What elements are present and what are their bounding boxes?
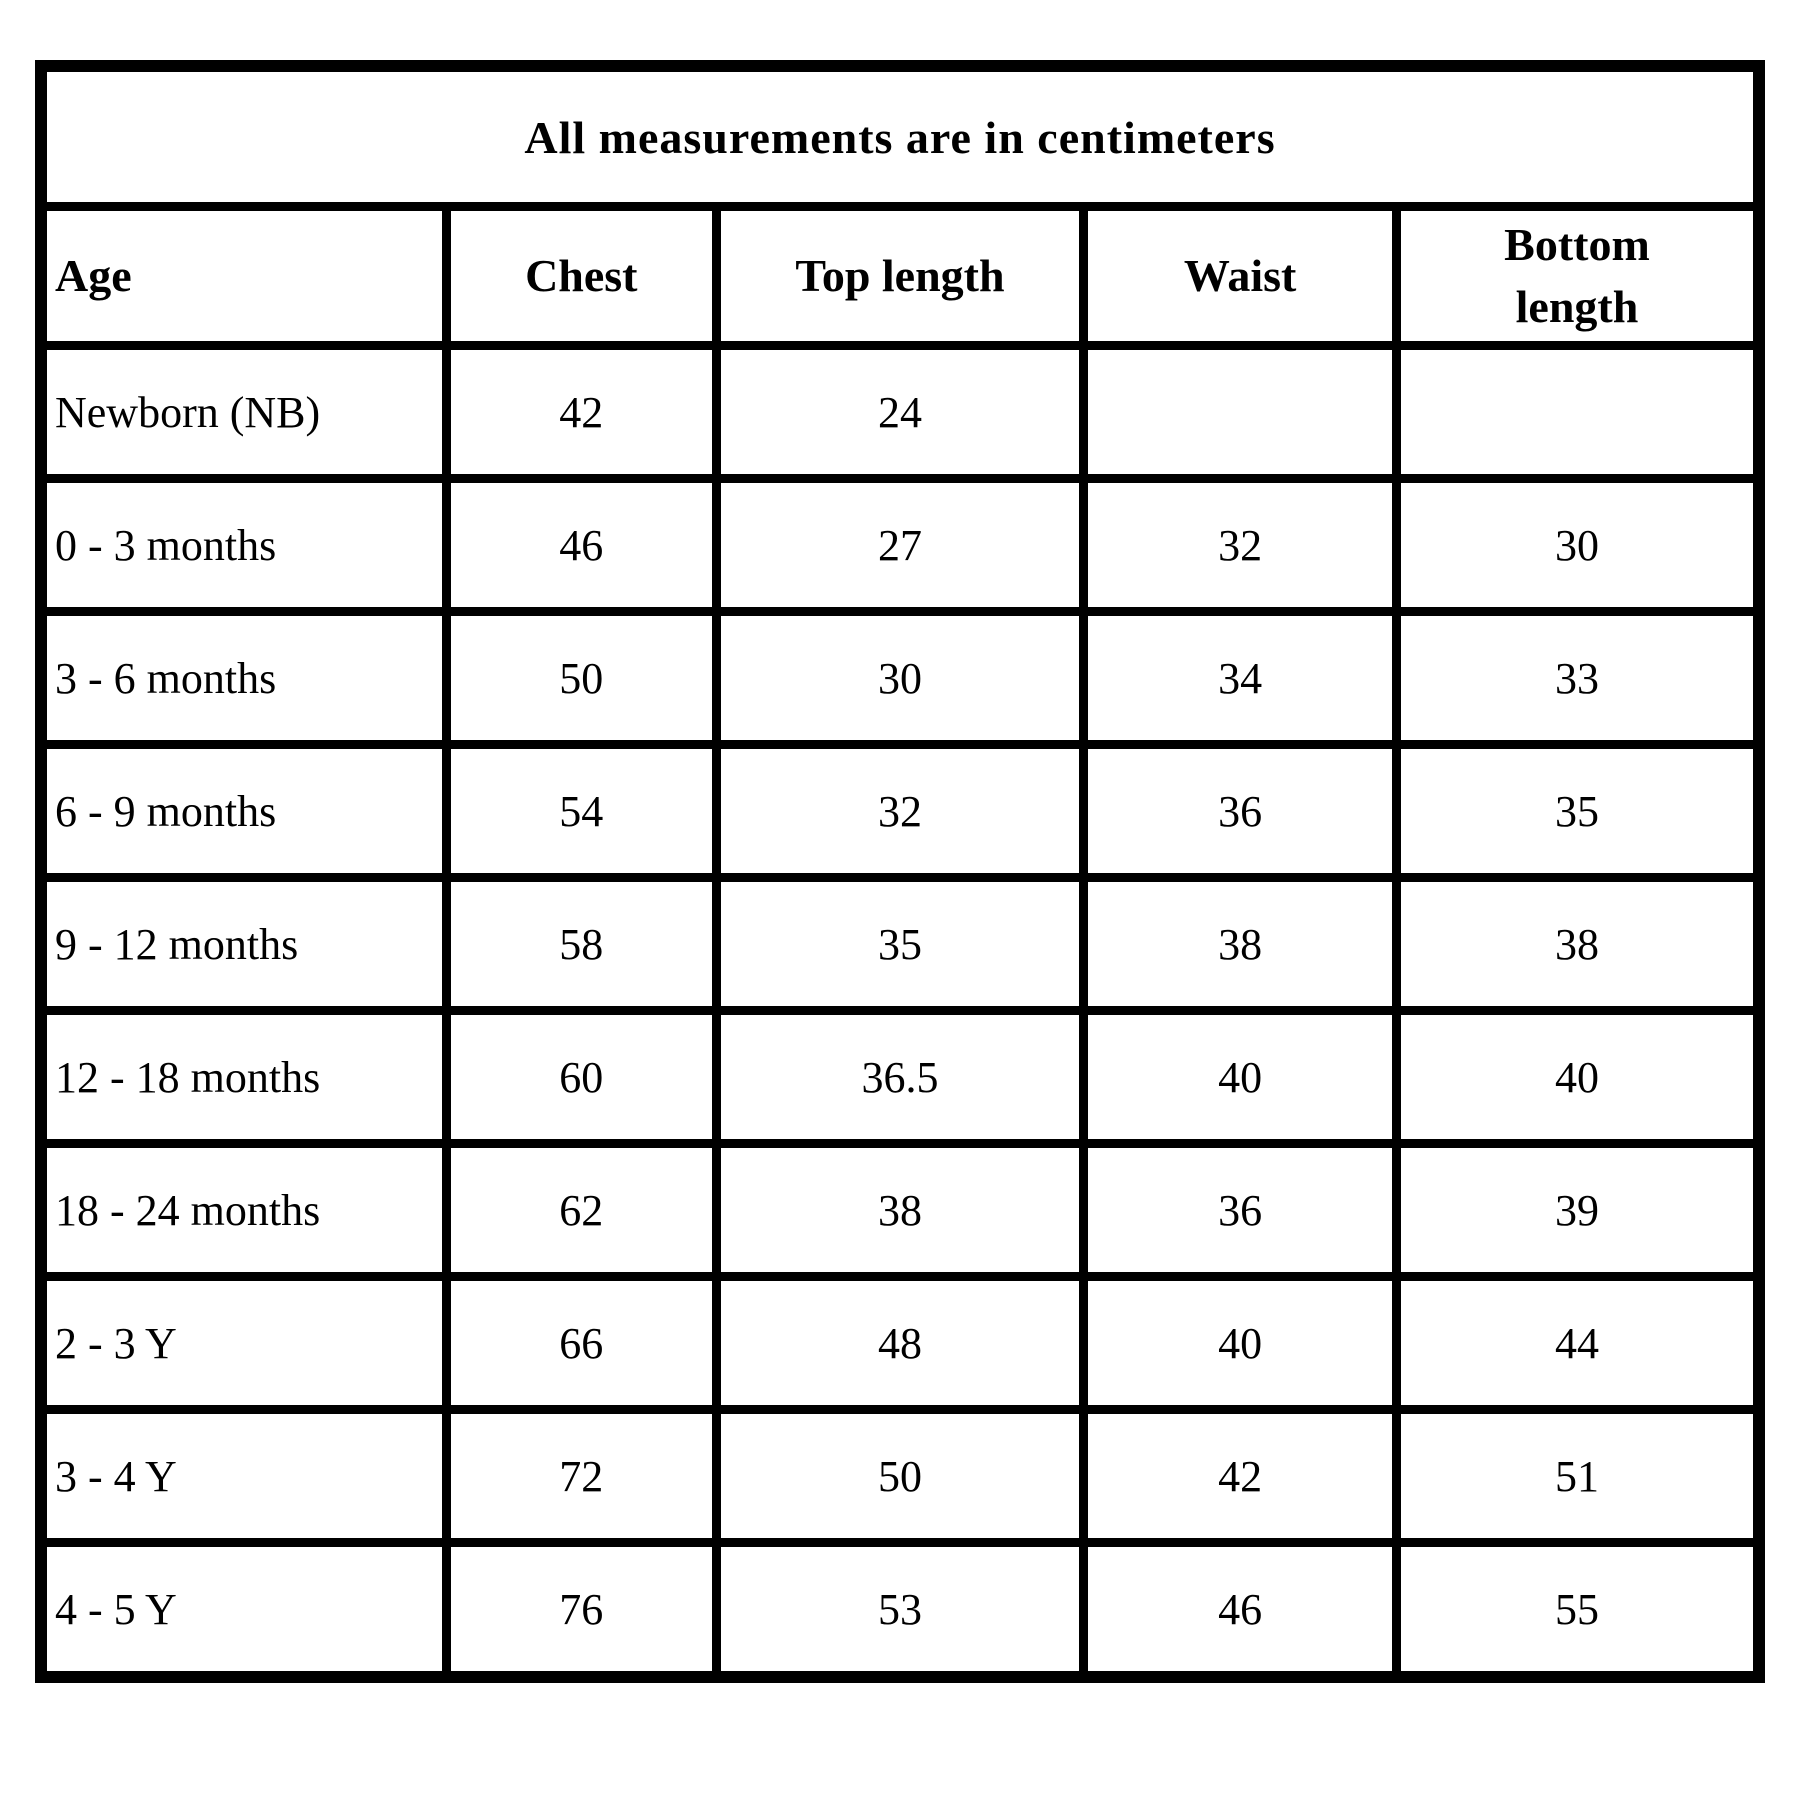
cell-age: 18 - 24 months bbox=[36, 1139, 451, 1281]
cell-top-length: 36.5 bbox=[711, 1006, 1089, 1148]
cell-waist: 32 bbox=[1079, 474, 1401, 616]
size-chart-table: All measurements are in centimeters Age C… bbox=[35, 60, 1765, 1683]
cell-age: 9 - 12 months bbox=[36, 873, 451, 1015]
table-row: 3 - 4 Y 72 50 42 51 bbox=[36, 1405, 1764, 1547]
cell-bottom-length: 51 bbox=[1391, 1405, 1764, 1547]
cell-top-length: 48 bbox=[711, 1272, 1089, 1414]
cell-chest: 72 bbox=[441, 1405, 721, 1547]
cell-chest: 60 bbox=[441, 1006, 721, 1148]
cell-top-length: 30 bbox=[711, 607, 1089, 749]
cell-waist: 36 bbox=[1079, 740, 1401, 882]
table-row: 12 - 18 months 60 36.5 40 40 bbox=[36, 1006, 1764, 1148]
cell-age: 6 - 9 months bbox=[36, 740, 451, 882]
cell-waist: 36 bbox=[1079, 1139, 1401, 1281]
cell-top-length: 35 bbox=[711, 873, 1089, 1015]
cell-bottom-length: 55 bbox=[1391, 1538, 1764, 1682]
cell-chest: 62 bbox=[441, 1139, 721, 1281]
cell-age: 12 - 18 months bbox=[36, 1006, 451, 1148]
cell-chest: 42 bbox=[441, 341, 721, 483]
table-row: 18 - 24 months 62 38 36 39 bbox=[36, 1139, 1764, 1281]
cell-chest: 76 bbox=[441, 1538, 721, 1682]
cell-top-length: 27 bbox=[711, 474, 1089, 616]
cell-bottom-length: 30 bbox=[1391, 474, 1764, 616]
cell-age: 2 - 3 Y bbox=[36, 1272, 451, 1414]
cell-top-length: 24 bbox=[711, 341, 1089, 483]
cell-waist: 40 bbox=[1079, 1272, 1401, 1414]
table-row: 4 - 5 Y 76 53 46 55 bbox=[36, 1538, 1764, 1682]
cell-top-length: 53 bbox=[711, 1538, 1089, 1682]
table-title-row: All measurements are in centimeters bbox=[36, 61, 1764, 211]
table-row: 0 - 3 months 46 27 32 30 bbox=[36, 474, 1764, 616]
cell-bottom-length: 33 bbox=[1391, 607, 1764, 749]
cell-chest: 66 bbox=[441, 1272, 721, 1414]
column-header-chest: Chest bbox=[441, 202, 721, 350]
table-row: 3 - 6 months 50 30 34 33 bbox=[36, 607, 1764, 749]
cell-age: Newborn (NB) bbox=[36, 341, 451, 483]
cell-waist bbox=[1079, 341, 1401, 483]
table-row: 6 - 9 months 54 32 36 35 bbox=[36, 740, 1764, 882]
cell-top-length: 38 bbox=[711, 1139, 1089, 1281]
table-row: 2 - 3 Y 66 48 40 44 bbox=[36, 1272, 1764, 1414]
cell-bottom-length: 35 bbox=[1391, 740, 1764, 882]
table-row: 9 - 12 months 58 35 38 38 bbox=[36, 873, 1764, 1015]
cell-top-length: 32 bbox=[711, 740, 1089, 882]
column-header-top-length: Top length bbox=[711, 202, 1089, 350]
table-header-row: Age Chest Top length Waist Bottom length bbox=[36, 202, 1764, 350]
cell-age: 3 - 6 months bbox=[36, 607, 451, 749]
column-header-age: Age bbox=[36, 202, 451, 350]
cell-chest: 54 bbox=[441, 740, 721, 882]
cell-chest: 50 bbox=[441, 607, 721, 749]
cell-age: 3 - 4 Y bbox=[36, 1405, 451, 1547]
table-title: All measurements are in centimeters bbox=[36, 61, 1764, 211]
table-body: Newborn (NB) 42 24 0 - 3 months 46 27 32 30 3 - … bbox=[36, 341, 1764, 1682]
column-header-waist: Waist bbox=[1079, 202, 1401, 350]
column-header-bottom-length: Bottom length bbox=[1391, 202, 1764, 350]
cell-bottom-length: 39 bbox=[1391, 1139, 1764, 1281]
cell-chest: 46 bbox=[441, 474, 721, 616]
cell-bottom-length: 40 bbox=[1391, 1006, 1764, 1148]
cell-waist: 40 bbox=[1079, 1006, 1401, 1148]
cell-top-length: 50 bbox=[711, 1405, 1089, 1547]
cell-waist: 42 bbox=[1079, 1405, 1401, 1547]
cell-bottom-length: 38 bbox=[1391, 873, 1764, 1015]
cell-age: 4 - 5 Y bbox=[36, 1538, 451, 1682]
cell-bottom-length bbox=[1391, 341, 1764, 483]
cell-waist: 46 bbox=[1079, 1538, 1401, 1682]
cell-age: 0 - 3 months bbox=[36, 474, 451, 616]
cell-waist: 38 bbox=[1079, 873, 1401, 1015]
cell-waist: 34 bbox=[1079, 607, 1401, 749]
cell-chest: 58 bbox=[441, 873, 721, 1015]
table-row: Newborn (NB) 42 24 bbox=[36, 341, 1764, 483]
cell-bottom-length: 44 bbox=[1391, 1272, 1764, 1414]
